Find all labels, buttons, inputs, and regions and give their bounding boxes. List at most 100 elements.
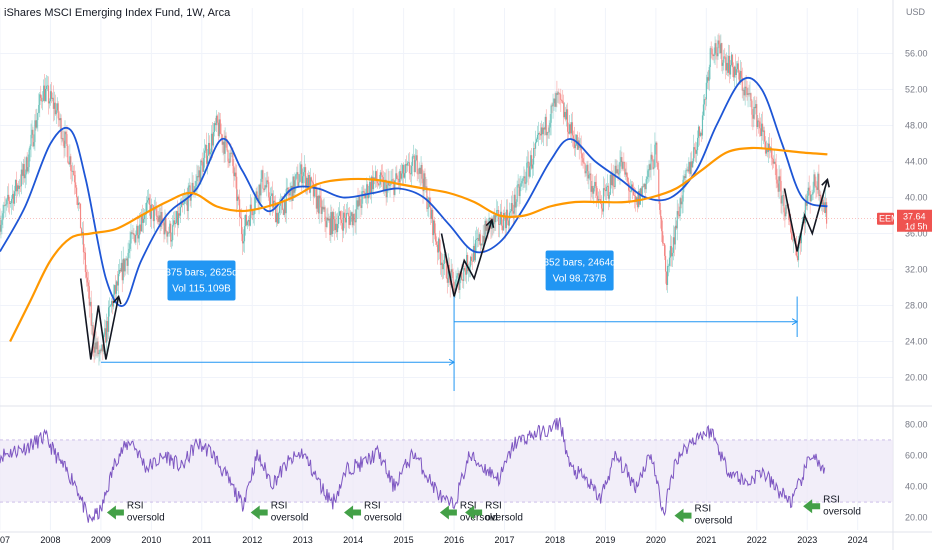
- candle-body: [689, 162, 691, 174]
- candle-body: [579, 146, 581, 148]
- candle-body: [733, 66, 736, 78]
- candle-body: [546, 132, 548, 136]
- candle-body: [693, 147, 695, 162]
- price-tick-label: 20.00: [905, 373, 928, 383]
- price-tick-label: 56.00: [905, 49, 928, 59]
- candle-body: [222, 141, 224, 145]
- candle-body: [95, 342, 97, 350]
- candle-body: [261, 170, 263, 179]
- candle-body: [24, 174, 26, 179]
- candle-body: [683, 176, 685, 180]
- candle-body: [29, 146, 31, 150]
- candle-body: [18, 185, 21, 189]
- candle-body: [603, 188, 606, 190]
- candle-body: [759, 121, 761, 129]
- candle-body: [737, 63, 739, 73]
- candle-body: [631, 184, 634, 189]
- candle-body: [372, 177, 375, 190]
- candle-body: [706, 77, 708, 83]
- candle-body: [330, 212, 332, 236]
- candle-body: [780, 180, 782, 204]
- time-axis[interactable]: 2007 2008 2009 2010 2011 2012 2013 2014 2015 2016…: [0, 535, 868, 545]
- candle-body: [182, 203, 184, 205]
- candle-body: [481, 243, 483, 245]
- candle-body: [662, 231, 664, 244]
- candle-body: [613, 185, 615, 187]
- candle-body: [80, 228, 83, 235]
- candle-body: [45, 85, 48, 89]
- candle-body: [633, 195, 636, 196]
- candle-body: [4, 204, 6, 206]
- time-tick-label: 2008: [40, 535, 60, 545]
- candle-body: [187, 186, 189, 212]
- candle-body: [220, 133, 222, 135]
- time-tick-label: 2012: [242, 535, 262, 545]
- candle-body: [75, 182, 77, 188]
- candle-body: [8, 194, 10, 202]
- candle-body: [108, 307, 110, 332]
- oversold-label-line2: oversold: [694, 516, 732, 527]
- candle-body: [497, 209, 499, 211]
- candle-body: [566, 109, 568, 120]
- candle-body: [566, 109, 569, 132]
- candle-body: [305, 167, 307, 188]
- candle-body: [778, 176, 780, 192]
- candle-body: [145, 202, 148, 215]
- candle-body: [584, 163, 586, 174]
- candle-body: [74, 174, 76, 183]
- candle-body: [619, 162, 621, 174]
- candle-body: [666, 265, 669, 285]
- candle-body: [304, 167, 306, 173]
- candle-body: [590, 173, 592, 192]
- time-tick-label: 2007: [0, 535, 10, 545]
- candle-body: [509, 211, 511, 213]
- candle-body: [318, 195, 320, 214]
- time-tick-label: 2017: [495, 535, 515, 545]
- candle-body: [797, 244, 800, 261]
- candle-body: [540, 127, 542, 136]
- price-axis[interactable]: 56.00 52.00 48.00 44.00 40.00 36.00 32.00 28.00…: [0, 49, 932, 383]
- candle-body: [559, 93, 561, 95]
- candle-body: [573, 138, 575, 149]
- candle-body: [231, 152, 233, 154]
- candle-body: [9, 201, 11, 204]
- candle-body: [83, 252, 86, 253]
- candle-body: [623, 162, 625, 163]
- candle-body: [77, 197, 79, 206]
- candle-body: [422, 178, 424, 192]
- slow-moving-average-line: [9, 146, 828, 342]
- candle-body: [598, 198, 600, 201]
- candle-body: [35, 120, 37, 128]
- measure-bars-text: 375 bars, 2625d: [165, 268, 237, 279]
- candle-body: [467, 254, 469, 272]
- candle-body: [92, 325, 94, 347]
- candle-body: [308, 174, 311, 193]
- candle-body: [79, 203, 82, 229]
- candle-body: [161, 212, 163, 221]
- candle-body: [198, 170, 200, 178]
- candle-body: [514, 194, 516, 208]
- candle-body: [508, 212, 510, 226]
- candle-body: [105, 328, 107, 343]
- candle-body: [399, 171, 401, 183]
- candle-body: [42, 100, 44, 102]
- rsi-axis[interactable]: 80.00 60.00 40.00 20.00: [905, 419, 928, 522]
- candle-body: [240, 216, 242, 218]
- candle-body: [119, 269, 121, 272]
- candle-body: [45, 88, 47, 102]
- candle-body: [637, 191, 640, 208]
- candle-body: [0, 220, 1, 232]
- candle-body: [403, 173, 406, 178]
- candle-body: [281, 200, 283, 210]
- candle-body: [363, 191, 365, 193]
- bar-countdown: 1d 5h: [905, 222, 928, 232]
- candle-body: [558, 92, 560, 94]
- candle-body: [473, 245, 476, 261]
- candle-body: [670, 246, 672, 257]
- candle-body: [712, 54, 714, 57]
- candle-body: [511, 203, 513, 212]
- candle-body: [700, 132, 703, 136]
- candle-body: [680, 198, 682, 205]
- candle-body: [122, 258, 124, 281]
